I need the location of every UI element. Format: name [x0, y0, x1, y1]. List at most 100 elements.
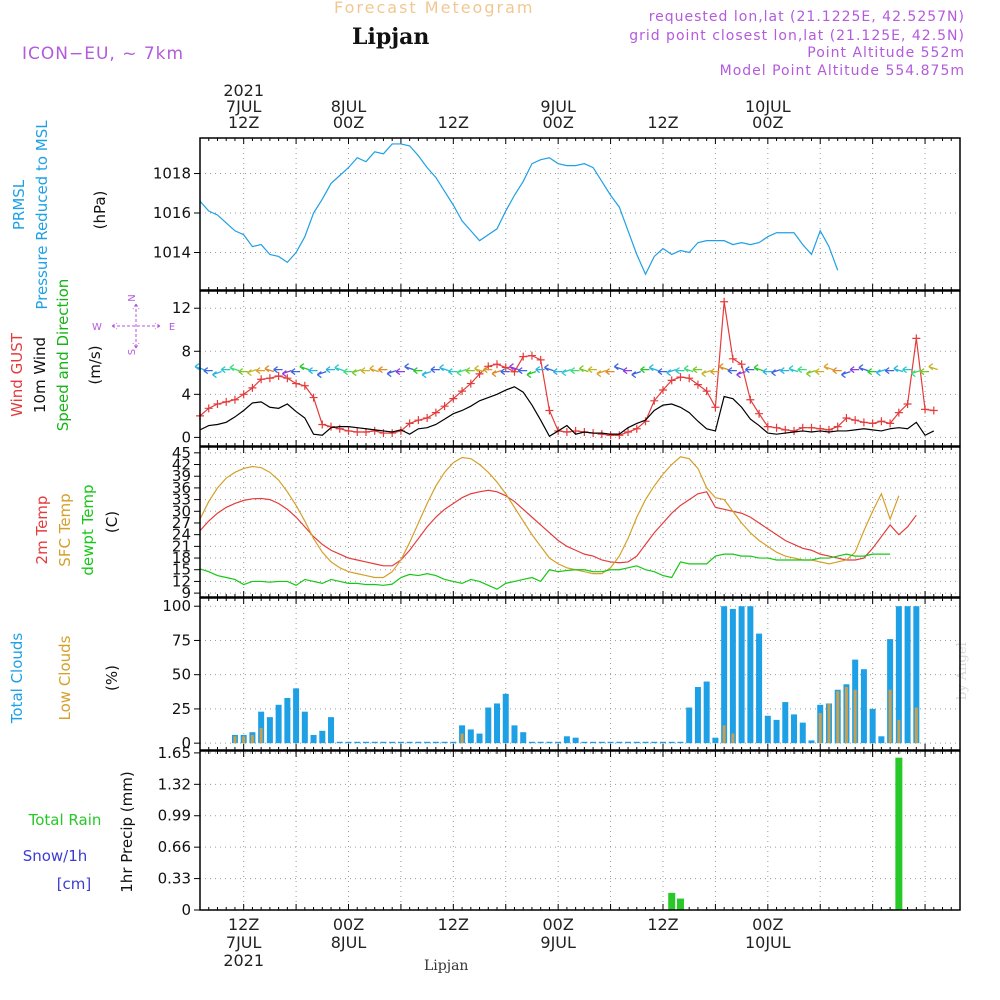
gust-marker	[475, 369, 484, 378]
wind-direction-arrow	[823, 363, 834, 371]
bottom-time-label: 00Z	[542, 915, 573, 934]
gust-marker	[624, 428, 633, 437]
total-cloud-bar	[712, 737, 719, 744]
total-cloud-bar	[904, 606, 911, 744]
y-tick-label: 0.66	[158, 838, 191, 856]
total-cloud-bar	[668, 741, 675, 744]
wind-direction-arrow	[683, 365, 694, 373]
total-cloud-bar	[598, 741, 605, 744]
wind-direction-arrow	[369, 365, 379, 373]
gust-marker	[903, 400, 912, 409]
total-cloud-bar	[581, 741, 588, 744]
total-cloud-bar	[485, 707, 492, 744]
wind-direction-arrow	[701, 370, 711, 378]
gust-marker	[527, 351, 536, 360]
top-time-label: 00Z	[752, 113, 783, 132]
gust-marker	[720, 297, 729, 306]
wind-direction-arrow	[316, 371, 327, 379]
gust-marker	[737, 360, 746, 369]
total-cloud-bar	[625, 741, 632, 744]
y-tick-label: 8	[181, 342, 191, 360]
gust-marker	[213, 400, 222, 409]
gust-marker	[807, 423, 816, 432]
gust-marker	[929, 406, 938, 415]
total-cloud-bar	[572, 737, 579, 744]
gust-marker	[292, 379, 301, 388]
gust-marker	[615, 431, 624, 440]
gust-marker	[309, 393, 318, 402]
top-time-label: 7JUL	[226, 97, 262, 116]
wind-direction-arrow	[570, 367, 580, 375]
wind-panel: 0 4 8 12	[172, 290, 961, 447]
y-tick-label: 45	[172, 444, 191, 462]
gust-marker	[667, 376, 676, 385]
wind-direction-arrow	[779, 367, 790, 375]
gust-marker	[466, 379, 475, 388]
y-tick-label: 25	[172, 700, 191, 718]
wind-direction-arrow	[771, 369, 781, 377]
low-cloud-bar	[460, 733, 464, 744]
total-cloud-bar	[546, 741, 553, 744]
point-altitude: Point Altitude 552m	[807, 45, 965, 61]
bottom-time-label: 9JUL	[540, 933, 576, 952]
gust-marker	[449, 394, 458, 403]
total-cloud-bar	[266, 717, 273, 744]
total-cloud-bar	[773, 719, 780, 744]
wind-direction-arrow	[535, 366, 545, 374]
y-tick-label: 0	[181, 428, 191, 446]
gust-marker	[562, 428, 571, 437]
total-cloud-bar	[764, 715, 771, 744]
top-time-label: 12Z	[228, 113, 259, 132]
total-cloud-bar	[563, 736, 570, 744]
wind-direction-arrow	[605, 368, 615, 376]
wind-direction-arrow	[867, 368, 877, 376]
wind-direction-arrow	[220, 366, 231, 374]
total-cloud-bar	[651, 741, 658, 744]
total-cloud-bar	[467, 729, 474, 744]
low-clouds-label: Low Clouds	[56, 635, 74, 720]
low-cloud-bar	[836, 691, 840, 744]
wind-direction-arrow	[666, 369, 676, 377]
bottom-time-label: 7JUL	[226, 933, 262, 952]
wind-direction-arrow	[692, 366, 702, 374]
wind-direction-arrow	[273, 366, 283, 374]
wind-direction-arrow	[386, 370, 397, 378]
y-tick-label: 15	[172, 561, 191, 579]
snow-unit: [cm]	[57, 875, 92, 893]
total-cloud-bar	[450, 741, 457, 744]
wind-direction-arrow	[456, 369, 467, 377]
gust-marker	[650, 396, 659, 405]
total-cloud-bar	[380, 741, 387, 744]
wind-direction-arrow	[482, 366, 493, 374]
wind-direction-arrow	[203, 367, 213, 375]
total-cloud-bar	[555, 741, 562, 744]
gust-marker	[921, 405, 930, 414]
wind-direction-arrow	[552, 368, 563, 376]
total-cloud-bar	[258, 711, 265, 744]
y-tick-label: 1.32	[158, 775, 191, 793]
wind-direction-arrow	[500, 368, 510, 376]
total-cloud-bar	[362, 741, 369, 744]
series-line	[199, 386, 935, 438]
total-cloud-bar	[729, 608, 736, 744]
low-cloud-bar	[259, 728, 263, 744]
y-tick-label: 1014	[153, 243, 191, 261]
pressure-label: Pressure Reduced to MSL	[33, 120, 51, 310]
total-cloud-bar	[301, 711, 308, 744]
y-tick-label: 1.65	[158, 744, 191, 762]
wind-direction-arrow	[710, 368, 720, 376]
total-cloud-bar	[319, 730, 326, 744]
gust-marker	[606, 431, 615, 440]
total-cloud-bar	[756, 633, 763, 744]
wind-direction-arrow	[858, 364, 869, 372]
gust-marker	[894, 408, 903, 417]
top-time-label: 00Z	[542, 113, 573, 132]
wind-direction-arrow	[928, 363, 938, 371]
gust-marker	[458, 387, 467, 396]
gust-marker	[676, 373, 685, 382]
gust-marker	[248, 383, 257, 392]
gust-marker	[685, 374, 694, 383]
total-cloud-bar	[694, 687, 701, 744]
gust-marker	[300, 381, 309, 390]
